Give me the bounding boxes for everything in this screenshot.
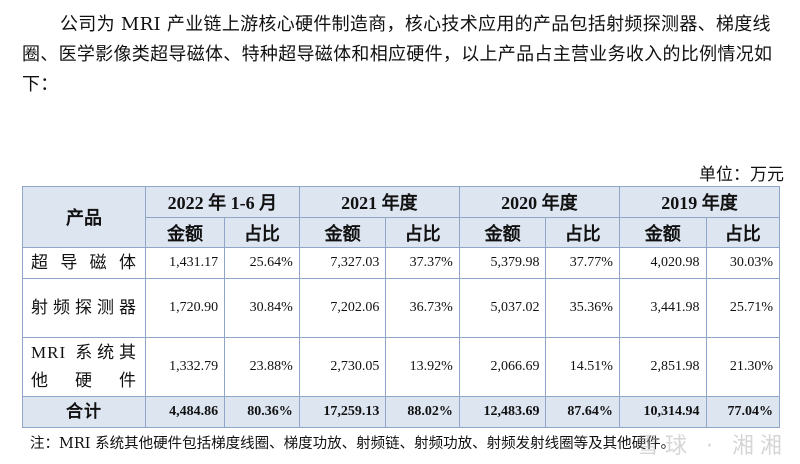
period-header: 2019 年度 [618, 186, 781, 218]
ratio-cell: 30.03% [705, 247, 781, 279]
amount-cell: 2,730.05 [298, 337, 387, 397]
ratio-cell: 80.36% [224, 396, 300, 428]
amount-cell: 10,314.94 [618, 396, 707, 428]
period-header: 2021 年度 [298, 186, 460, 218]
ratio-cell: 14.51% [545, 337, 620, 397]
product-cell: 射频探测器 [22, 278, 146, 338]
amount-cell: 7,327.03 [298, 247, 387, 279]
amount-header: 金额 [618, 217, 707, 248]
ratio-cell: 30.84% [224, 278, 300, 338]
ratio-cell: 13.92% [385, 337, 460, 397]
table-row: 超导磁体 1,431.17 25.64% 7,327.03 37.37% 5,3… [22, 247, 781, 279]
ratio-cell: 87.64% [545, 396, 620, 428]
ratio-header: 占比 [545, 217, 620, 248]
table-header-row: 产品 2022 年 1-6 月 2021 年度 2020 年度 2019 年度 [22, 186, 781, 248]
amount-cell: 4,020.98 [618, 247, 707, 279]
period-header: 2020 年度 [458, 186, 620, 218]
intro-paragraph: 公司为 MRI 产业链上游核心硬件制造商，核心技术应用的产品包括射频探测器、梯度… [22, 14, 773, 95]
ratio-cell: 37.37% [385, 247, 460, 279]
total-row: 合计 4,484.86 80.36% 17,259.13 88.02% 12,4… [22, 396, 781, 428]
table-row: 射频探测器 1,720.90 30.84% 7,202.06 36.73% 5,… [22, 278, 781, 338]
amount-cell: 3,441.98 [618, 278, 707, 338]
ratio-cell: 21.30% [705, 337, 781, 397]
ratio-cell: 88.02% [385, 396, 460, 428]
watermark: 雪球 · 湘湘 [637, 434, 788, 459]
period-header: 2022 年 1-6 月 [145, 186, 300, 218]
amount-cell: 2,851.98 [618, 337, 707, 397]
table-subheader-row: 金额 占比 金额 占比 金额 占比 金额 占比 [23, 217, 781, 248]
table-note: 注：MRI 系统其他硬件包括梯度线圈、梯度功放、射频链、射频功放、射频发射线圈等… [30, 436, 676, 452]
ratio-cell: 25.71% [705, 278, 781, 338]
ratio-header: 占比 [224, 217, 300, 248]
amount-cell: 7,202.06 [298, 278, 387, 338]
ratio-cell: 37.77% [545, 247, 620, 279]
table-row: MRI 系统其他硬件 1,332.79 23.88% 2,730.05 13.9… [22, 337, 781, 397]
ratio-cell: 35.36% [545, 278, 620, 338]
amount-header: 金额 [144, 217, 226, 248]
ratio-cell: 77.04% [705, 396, 781, 428]
amount-cell: 4,484.86 [144, 396, 226, 428]
product-cell: 超导磁体 [22, 247, 146, 279]
amount-cell: 1,431.17 [144, 247, 226, 279]
product-header: 产品 [22, 186, 146, 248]
ratio-cell: 25.64% [224, 247, 300, 279]
amount-cell: 5,037.02 [458, 278, 547, 338]
ratio-cell: 23.88% [224, 337, 300, 397]
amount-cell: 5,379.98 [458, 247, 547, 279]
amount-header: 金额 [298, 217, 387, 248]
amount-cell: 1,720.90 [144, 278, 226, 338]
product-revenue-table: 产品 2022 年 1-6 月 2021 年度 2020 年度 2019 年度 … [22, 186, 781, 428]
amount-cell: 17,259.13 [298, 396, 387, 428]
product-cell: MRI 系统其他硬件 [22, 337, 146, 397]
amount-cell: 1,332.79 [144, 337, 226, 397]
amount-header: 金额 [458, 217, 547, 248]
ratio-header: 占比 [705, 217, 781, 248]
ratio-cell: 36.73% [385, 278, 460, 338]
total-label: 合计 [22, 396, 146, 428]
amount-cell: 2,066.69 [458, 337, 547, 397]
ratio-header: 占比 [385, 217, 460, 248]
unit-label: 单位：万元 [699, 165, 784, 185]
amount-cell: 12,483.69 [458, 396, 547, 428]
